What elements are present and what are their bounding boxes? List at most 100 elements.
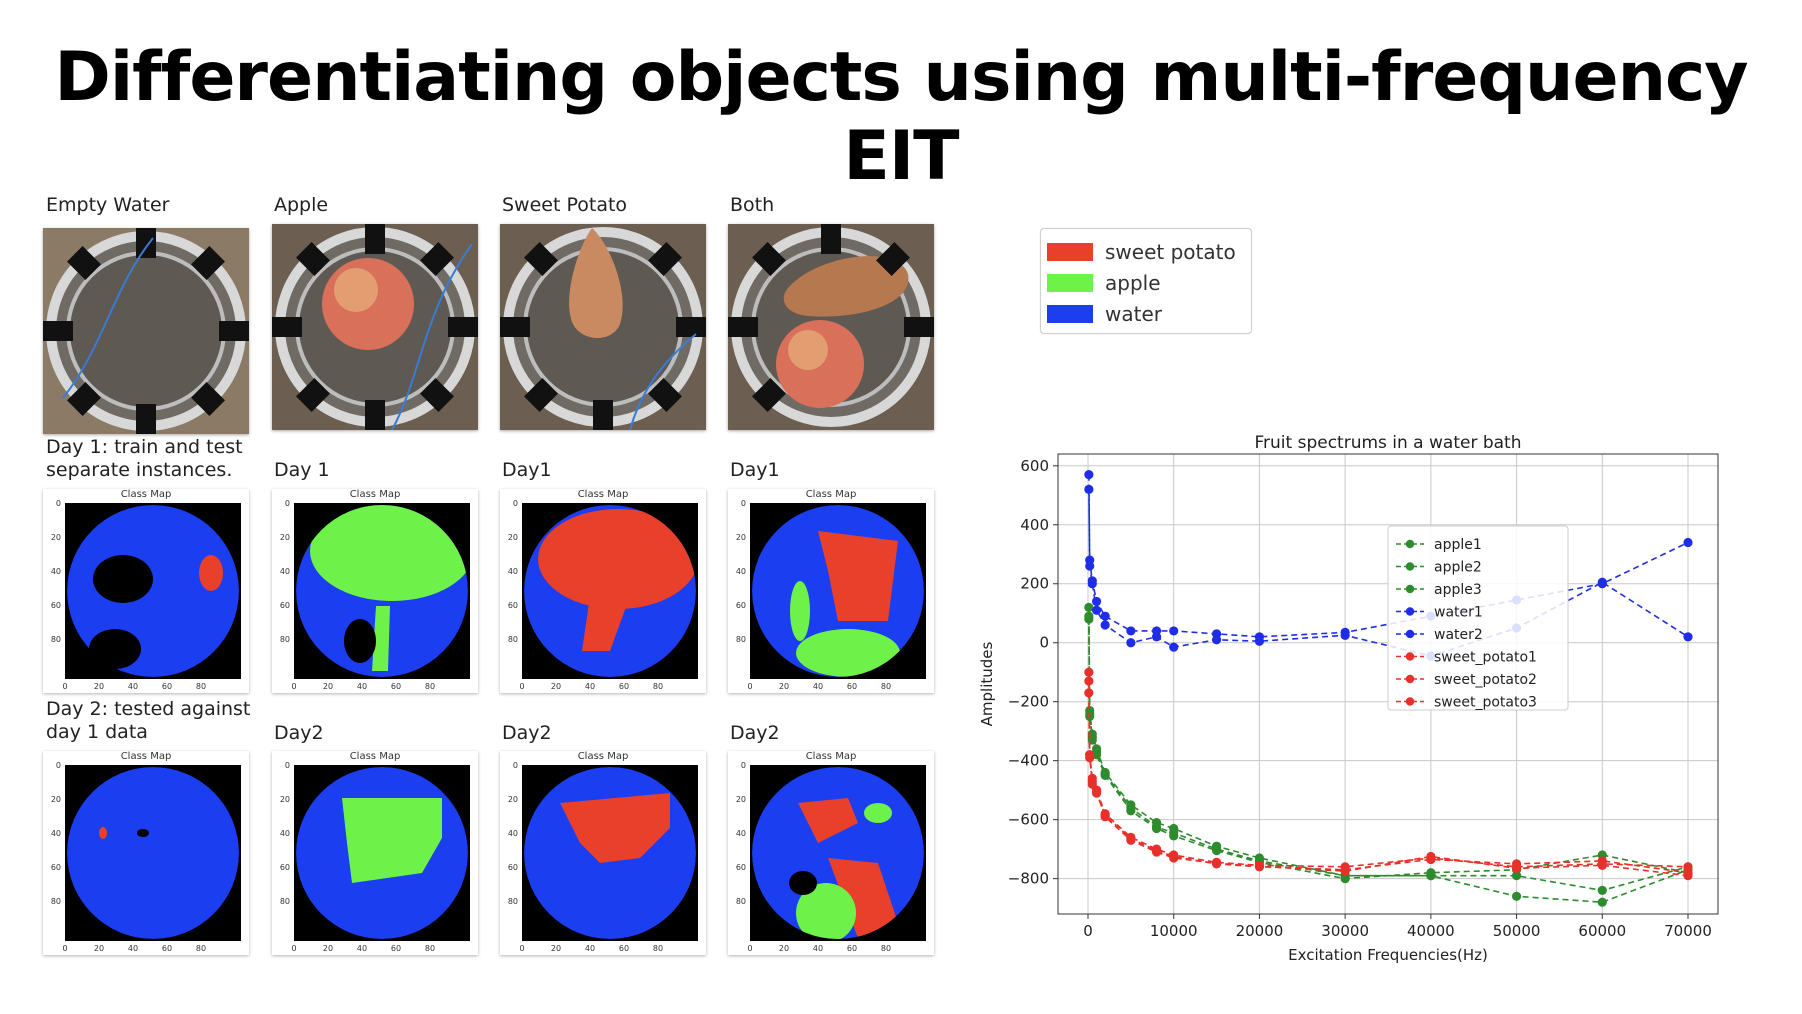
day1-caption: Day 1: train and test separate instances… <box>46 436 243 482</box>
class-map-xtick: 40 <box>128 944 138 953</box>
class-map-ytick: 60 <box>280 601 290 610</box>
class-map-region <box>864 803 892 823</box>
spectrum-chart: Fruit spectrums in a water bath 0 10000 200… <box>978 434 1719 964</box>
class-map-ytick: 80 <box>280 897 290 906</box>
class-map-ytick: 0 <box>285 499 290 508</box>
class-map-title: Class Map <box>577 751 629 762</box>
legend-marker-sweet_potato1 <box>1405 652 1415 661</box>
class-map-day2-sweetpotato: Class Map 0 20 40 60 80 0 20 40 60 80 <box>500 751 706 955</box>
class-map-xtick: 20 <box>94 682 104 691</box>
photo-sweet-potato <box>500 224 706 430</box>
data-point-apple3 <box>1169 831 1179 841</box>
data-point-water1 <box>1091 596 1102 607</box>
legend-swatch-apple <box>1047 274 1093 292</box>
data-point-apple3 <box>1340 874 1350 884</box>
y-tick-label: −200 <box>1008 693 1049 711</box>
class-map-xtick: 80 <box>881 944 891 953</box>
class-map-xtick: 40 <box>813 682 823 691</box>
class-map-xtick: 80 <box>425 944 435 953</box>
class-map-title: Class Map <box>120 751 172 762</box>
day2-caption-line2: day 1 data <box>46 721 148 743</box>
x-axis-label: Excitation Frequencies(Hz) <box>1288 946 1488 964</box>
data-point-sweet_potato3 <box>1683 871 1693 881</box>
data-point-water2 <box>1091 605 1102 615</box>
class-map-xtick: 60 <box>847 682 857 691</box>
class-map-xtick: 80 <box>881 682 891 691</box>
class-map-title: Class Map <box>577 489 629 500</box>
data-point-water2 <box>1085 561 1095 571</box>
legend-label-sweet_potato3: sweet_potato3 <box>1434 695 1537 711</box>
data-point-apple3 <box>1091 750 1102 760</box>
class-map-region <box>344 619 376 663</box>
class-map-xtick: 40 <box>357 682 367 691</box>
class-map-day1-apple: Class Map 0 20 40 60 80 0 20 40 60 80 <box>272 489 478 693</box>
data-point-water2 <box>1126 638 1136 648</box>
class-map-xtick: 60 <box>391 682 401 691</box>
legend-label-water2: water2 <box>1434 627 1483 643</box>
class-map-xtick: 0 <box>62 944 67 953</box>
class-map-xtick: 0 <box>519 682 524 691</box>
class-map-ytick: 40 <box>736 829 746 838</box>
class-map-title: Class Map <box>805 489 857 500</box>
day1-label-both: Day1 <box>730 459 780 481</box>
data-point-water2 <box>1087 579 1097 589</box>
day1-label-apple: Day 1 <box>274 459 330 481</box>
class-map-xtick: 0 <box>291 682 296 691</box>
chart-title: Fruit spectrums in a water bath <box>1254 434 1521 453</box>
class-map-xtick: 40 <box>128 682 138 691</box>
class-map-region <box>796 629 900 677</box>
class-map-region <box>560 793 670 863</box>
class-map-xtick: 0 <box>747 944 752 953</box>
class-map-xtick: 0 <box>747 682 752 691</box>
data-point-apple3 <box>1426 868 1436 878</box>
day2-label-both: Day2 <box>730 722 780 744</box>
class-map-xtick: 20 <box>779 944 789 953</box>
data-point-sweet_potato3 <box>1100 812 1110 822</box>
legend-label-sweet-potato: sweet potato <box>1105 240 1236 264</box>
data-point-apple3 <box>1126 806 1136 816</box>
class-map-xtick: 20 <box>551 944 561 953</box>
x-tick-label: 70000 <box>1664 922 1712 940</box>
data-point-sweet_potato1 <box>1084 667 1094 677</box>
class-map-region <box>99 827 107 839</box>
class-map-region <box>137 829 149 837</box>
class-map-ytick: 40 <box>51 829 61 838</box>
data-point-water1 <box>1169 626 1179 636</box>
class-map-ytick: 40 <box>280 567 290 576</box>
x-tick-label: 60000 <box>1578 922 1626 940</box>
photo-label-apple: Apple <box>274 194 329 216</box>
slide-title: Differentiating objects using multi-freq… <box>54 38 1748 196</box>
class-map-ytick: 0 <box>285 761 290 770</box>
data-point-water1 <box>1683 537 1693 548</box>
class-map-ytick: 0 <box>56 761 61 770</box>
day2-label-apple: Day2 <box>274 722 324 744</box>
class-map-xtick: 20 <box>323 682 333 691</box>
class-map-region <box>342 798 442 883</box>
plot-frame <box>1057 453 1719 915</box>
class-map-region <box>818 531 898 621</box>
class-legend: sweet potato apple water <box>1040 228 1252 334</box>
legend-marker-sweet_potato2 <box>1405 674 1415 684</box>
x-tick-label: 40000 <box>1407 922 1455 940</box>
data-point-water2 <box>1151 632 1162 642</box>
data-point-sweet_potato3 <box>1169 853 1179 863</box>
legend-item-sweet-potato: sweet potato <box>1047 240 1236 264</box>
day2-caption: Day 2: tested against day 1 data <box>46 698 250 744</box>
class-map-ytick: 60 <box>508 601 518 610</box>
class-map-ytick: 20 <box>508 533 518 542</box>
class-map-ytick: 60 <box>280 863 290 872</box>
data-point-water2 <box>1254 636 1265 646</box>
class-map-xtick: 40 <box>585 682 595 691</box>
class-map-ytick: 20 <box>51 533 61 542</box>
data-point-sweet_potato2 <box>1084 676 1094 686</box>
class-map-ytick: 80 <box>51 897 61 906</box>
class-map-ytick: 80 <box>736 635 746 644</box>
data-point-apple3 <box>1084 602 1094 612</box>
y-tick-label: 0 <box>1039 634 1049 652</box>
series-line-sweet_potato2 <box>1088 681 1689 874</box>
class-map-region <box>93 555 153 603</box>
legend-marker-apple1 <box>1405 539 1415 549</box>
data-point-water1 <box>1100 611 1110 621</box>
day2-caption-line1: Day 2: tested against <box>46 698 251 720</box>
class-map-ytick: 40 <box>508 567 518 576</box>
